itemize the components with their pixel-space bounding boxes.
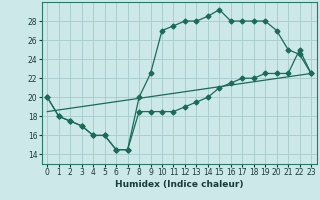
X-axis label: Humidex (Indice chaleur): Humidex (Indice chaleur) [115,180,244,189]
